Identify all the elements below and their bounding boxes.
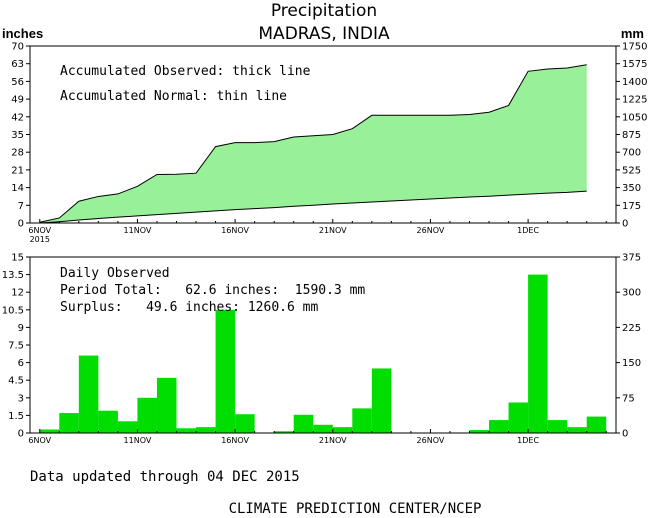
daily-bar [137, 397, 157, 433]
x-tick-label: 1DEC [517, 436, 539, 445]
left-y-tick-label: 4.5 [8, 376, 24, 387]
right-y-tick-label: 300 [622, 288, 641, 299]
left-y-tick-label: 0 [18, 429, 24, 440]
right-y-tick-label: 1225 [622, 95, 647, 106]
left-y-tick-label: 13.5 [2, 270, 24, 281]
left-y-tick-label: 56 [11, 77, 24, 88]
daily-panel: 01.534.567.5910.51213.515075150225300375… [2, 253, 641, 446]
right-y-tick-label: 1575 [622, 59, 647, 70]
daily-bar [117, 421, 138, 433]
x-tick-label: 6NOV [28, 226, 51, 235]
right-y-tick-label: 350 [622, 183, 641, 194]
left-y-tick-label: 9 [18, 323, 24, 334]
daily-bar [586, 416, 607, 433]
daily-bar [313, 424, 333, 433]
daily-bar [215, 309, 236, 433]
left-y-tick-label: 7.5 [8, 341, 24, 352]
accumulated-observed-line [39, 64, 587, 223]
daily-axes: 01.534.567.5910.51213.515075150225300375… [2, 253, 641, 446]
right-y-tick-label: 875 [622, 130, 641, 141]
left-y-tick-label: 21 [11, 165, 24, 176]
right-y-tick-label: 1750 [622, 42, 647, 53]
left-y-tick-label: 49 [11, 95, 24, 106]
right-y-tick-label: 150 [622, 358, 641, 369]
footer-credit: CLIMATE PREDICTION CENTER/NCEP [229, 501, 482, 517]
accumulated-normal-line [39, 190, 587, 224]
right-unit-label: mm [621, 26, 644, 41]
right-y-tick-label: 75 [622, 393, 635, 404]
daily-bar [508, 402, 529, 433]
x-year-label: 2015 [30, 235, 50, 244]
footer-data-updated: Data updated through 04 DEC 2015 [30, 469, 300, 485]
left-y-tick-label: 3 [18, 393, 24, 404]
daily-bar [235, 414, 255, 433]
left-y-tick-label: 42 [11, 112, 24, 123]
daily-bar [39, 429, 60, 433]
daily-bar [59, 413, 79, 433]
x-tick-label: 1DEC [517, 226, 539, 235]
daily-bar [176, 428, 197, 433]
daily-bar [547, 420, 568, 433]
label-daily-observed: Daily Observed [60, 266, 170, 281]
right-y-tick-label: 1400 [622, 77, 647, 88]
label-period-total: Period Total: 62.6 inches: 1590.3 mm [60, 283, 365, 298]
legend-normal: Accumulated Normal: thin line [60, 89, 287, 104]
x-tick-label: 16NOV [221, 436, 249, 445]
chart-subtitle: MADRAS, INDIA [258, 24, 390, 44]
right-y-tick-label: 1050 [622, 112, 647, 123]
left-y-tick-label: 12 [11, 288, 24, 299]
left-y-tick-label: 63 [11, 59, 24, 70]
left-y-tick-label: 28 [11, 148, 24, 159]
accumulated-plot-area [39, 64, 587, 224]
daily-plot-area [39, 274, 607, 433]
x-tick-label: 21NOV [319, 436, 347, 445]
left-y-tick-label: 6 [18, 358, 24, 369]
left-y-tick-label: 0 [18, 219, 24, 230]
left-y-tick-label: 7 [18, 201, 24, 212]
accumulated-axes: 0714212835424956637001753505257008751050… [11, 42, 647, 245]
x-tick-label: 11NOV [124, 436, 152, 445]
daily-bar [528, 274, 548, 433]
accumulated-panel: 0714212835424956637001753505257008751050… [11, 42, 647, 245]
x-tick-label: 11NOV [124, 226, 152, 235]
right-y-tick-label: 0 [622, 429, 628, 440]
daily-bar [332, 427, 353, 433]
x-tick-label: 16NOV [221, 226, 249, 235]
x-tick-label: 26NOV [417, 226, 445, 235]
right-y-tick-label: 525 [622, 165, 641, 176]
daily-bar [352, 408, 372, 433]
x-tick-label: 6NOV [28, 436, 51, 445]
daily-bar [78, 355, 99, 433]
chart-title: Precipitation [271, 1, 377, 21]
daily-bar [156, 377, 177, 433]
x-tick-label: 21NOV [319, 226, 347, 235]
right-y-tick-label: 0 [622, 219, 628, 230]
accumulated-area [39, 64, 587, 223]
right-y-tick-label: 375 [622, 253, 641, 264]
daily-bar [293, 414, 314, 433]
left-unit-label: inches [2, 26, 43, 41]
right-y-tick-label: 700 [622, 148, 641, 159]
legend-observed: Accumulated Observed: thick line [60, 64, 311, 79]
daily-bar [469, 430, 490, 433]
daily-bar [196, 427, 216, 433]
label-surplus: Surplus: 49.6 inches: 1260.6 mm [60, 300, 318, 315]
left-y-tick-label: 10.5 [2, 305, 24, 316]
right-y-tick-label: 225 [622, 323, 641, 334]
daily-bar [567, 427, 587, 433]
left-y-tick-label: 15 [11, 253, 24, 264]
left-y-tick-label: 35 [11, 130, 24, 141]
daily-bar [274, 431, 294, 433]
daily-bar [489, 420, 509, 433]
left-y-tick-label: 1.5 [8, 411, 24, 422]
left-y-tick-label: 70 [11, 42, 24, 53]
right-y-tick-label: 175 [622, 201, 641, 212]
x-tick-label: 26NOV [417, 436, 445, 445]
left-y-tick-label: 14 [11, 183, 24, 194]
daily-bar [371, 368, 392, 433]
daily-bar [98, 410, 118, 433]
